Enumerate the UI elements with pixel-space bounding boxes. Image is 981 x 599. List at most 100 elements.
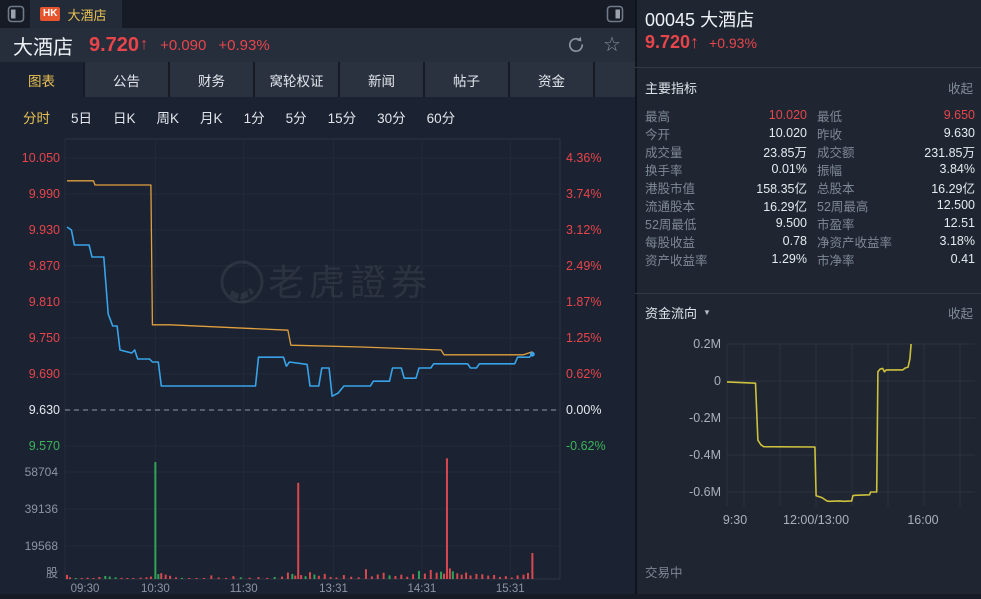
subtab-1min[interactable]: 1分 — [243, 111, 265, 126]
volume-bar — [169, 575, 172, 579]
volume-bar — [440, 571, 443, 579]
indicator-row: 流通股本 16.29亿 52周最高 12.500 — [645, 196, 975, 214]
volume-bar — [423, 573, 426, 579]
indicator-cell: 3.84% — [939, 162, 975, 176]
fund-flow-line — [726, 343, 912, 503]
chevron-down-icon[interactable]: ▼ — [703, 307, 711, 317]
indicator-row: 52周最低 9.500 市盈率 12.51 — [645, 214, 975, 232]
panel-change-pct: +0.93% — [709, 35, 757, 51]
volume-bar — [400, 574, 403, 579]
subtab-timeline[interactable]: 分时 — [23, 111, 50, 126]
subtab-daily-k[interactable]: 日K — [113, 111, 136, 126]
tabbar-spacer — [595, 62, 635, 97]
volume-bar — [217, 577, 220, 579]
indicator-cell: 净资产收益率 — [817, 235, 893, 250]
tab-financials[interactable]: 财务 — [170, 62, 253, 97]
volume-bar — [68, 577, 71, 579]
fund-flow-chart[interactable]: 0.2M 0 -0.2M -0.4M -0.6M9:30 12:00/13:00 16:00 — [635, 328, 981, 538]
flow-collapse-button[interactable]: 收起 — [947, 306, 973, 321]
indicator-row: 最高 10.020 最低 9.650 — [645, 106, 975, 124]
indicator-cell: 231.85万 — [924, 145, 975, 160]
period-subtabs: 分时 5日 日K 周K 月K 1分 5分 15分 30分 60分 — [0, 97, 635, 137]
subtab-5min[interactable]: 5分 — [285, 111, 307, 126]
right-axis-label: 0.00% — [566, 403, 601, 417]
tab-warrants[interactable]: 窝轮权证 — [255, 62, 338, 97]
volume-bar — [195, 578, 198, 579]
indicator-cell: 总股本 — [817, 181, 855, 196]
indicators-grid: 最高 10.020 最低 9.650 今开 10.020 昨收 9.630 成交量 23.85万成… — [645, 106, 975, 268]
volume-bar — [132, 578, 135, 579]
flow-y-axis-label: 0 — [714, 374, 721, 388]
volume-bar — [475, 573, 478, 579]
subtab-5d[interactable]: 5日 — [71, 111, 93, 126]
subtab-15min[interactable]: 15分 — [327, 111, 357, 126]
intraday-chart[interactable]: 老虎證券 10.050 9.990 9.930 9.870 9.810 9.750 9.690… — [0, 137, 635, 595]
volume-bar — [350, 576, 353, 579]
subtab-weekly-k[interactable]: 周K — [156, 111, 180, 126]
expand-right-panel-icon[interactable] — [606, 5, 624, 23]
header-actions: ☆ — [565, 28, 623, 62]
stock-price: 9.720 — [89, 33, 140, 56]
volume-bar — [145, 577, 148, 579]
indicator-cell: 10.020 — [768, 126, 807, 140]
indicator-cell: 港股市值 — [645, 181, 696, 196]
volume-bar — [342, 575, 345, 579]
volume-bar — [498, 576, 501, 579]
subtab-30min[interactable]: 30分 — [377, 111, 406, 126]
volume-bar — [157, 574, 160, 579]
hk-market-badge: HK — [40, 7, 61, 21]
indicator-cell: 23.85万 — [763, 145, 807, 160]
flow-y-axis-label: 0.2M — [693, 337, 721, 351]
refresh-icon[interactable] — [565, 34, 587, 56]
subtab-60min[interactable]: 60分 — [426, 111, 456, 126]
subtab-monthly-k[interactable]: 月K — [200, 111, 223, 126]
tab-chart[interactable]: 图表 — [0, 62, 83, 97]
time-axis-label: 11:30 — [230, 583, 258, 594]
indicator-row: 今开 10.020 昨收 9.630 — [645, 124, 975, 142]
volume-bar — [313, 574, 316, 579]
indicator-cell: 0.78 — [782, 234, 807, 248]
flow-x-axis-label: 16:00 — [907, 513, 938, 527]
volume-bar — [456, 573, 459, 579]
collapse-left-panel-icon[interactable] — [7, 5, 25, 23]
volume-bar — [98, 576, 101, 579]
volume-bar — [481, 574, 484, 579]
indicator-cell: 16.29亿 — [931, 181, 975, 196]
flow-section-header: 资金流向 ▼ 收起 — [645, 303, 973, 321]
indicator-row: 每股收益 0.78 净资产收益率 3.18% — [645, 232, 975, 250]
volume-bar — [376, 574, 379, 579]
indicator-cell: 资产收益率 — [645, 253, 708, 268]
right-axis-label: 3.12% — [566, 223, 601, 237]
volume-bar — [308, 572, 311, 579]
indicator-cell: 今开 — [645, 127, 671, 142]
tab-announcements[interactable]: 公告 — [85, 62, 168, 97]
indicator-row: 资产收益率 1.29% 市净率 0.41 — [645, 250, 975, 268]
volume-bar — [108, 576, 111, 579]
volume-bar — [86, 577, 89, 579]
stock-tab[interactable]: HK 大酒店 — [30, 0, 123, 28]
volume-bar — [273, 576, 276, 579]
right-axis-label: 1.87% — [566, 295, 601, 309]
volume-axis-label: 39136 — [25, 502, 59, 516]
volume-bar — [493, 575, 496, 579]
price-change: +0.090 — [160, 36, 207, 54]
volume-bar — [266, 577, 269, 579]
volume-bar — [526, 572, 529, 579]
right-axis-label: 0.62% — [566, 367, 601, 381]
tab-news[interactable]: 新闻 — [340, 62, 423, 97]
volume-bar — [304, 576, 307, 579]
flow-y-axis-label: -0.4M — [689, 448, 721, 462]
tab-funds[interactable]: 资金 — [510, 62, 593, 97]
indicator-cell: 52周最低 — [645, 217, 697, 232]
volume-bar — [465, 572, 468, 579]
volume-bar — [114, 577, 117, 579]
volume-bar — [435, 572, 438, 579]
tab-posts[interactable]: 帖子 — [425, 62, 508, 97]
time-axis-label: 15:31 — [496, 583, 525, 594]
volume-bar — [370, 576, 373, 579]
flow-x-axis-label: 9:30 — [723, 513, 747, 527]
volume-bar — [317, 575, 320, 579]
indicators-collapse-button[interactable]: 收起 — [947, 81, 973, 96]
right-axis-label: 3.74% — [566, 187, 601, 201]
favorite-star-icon[interactable]: ☆ — [603, 34, 621, 56]
